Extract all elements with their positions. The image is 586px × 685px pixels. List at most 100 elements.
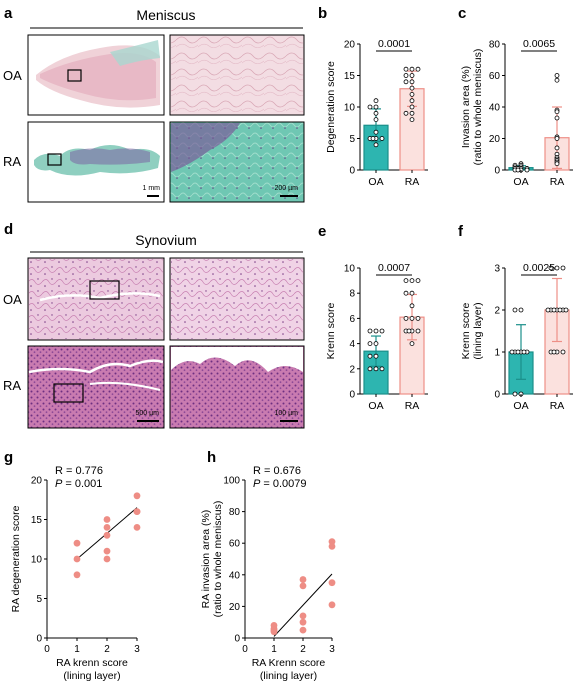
tissue-surface xyxy=(171,347,303,372)
panel-letter: f xyxy=(458,223,464,240)
data-point xyxy=(518,307,524,313)
data-point xyxy=(328,542,336,550)
data-point xyxy=(415,278,421,284)
tissue xyxy=(40,53,156,101)
data-point xyxy=(415,66,421,72)
p-symbol: P xyxy=(253,478,261,490)
x-tick-label: OA xyxy=(368,176,383,188)
chart-e: e 0 2 4 6 8 10 Krenn score OA RA 0.0007 xyxy=(318,223,428,412)
y-tick-label: 20 xyxy=(344,40,356,51)
data-point xyxy=(403,290,409,296)
data-point xyxy=(515,349,521,355)
x-tick-label: OA xyxy=(513,176,528,188)
chart-f: f 0 1 2 3 Krenn score (lining layer) OA RA 0.0025 xyxy=(458,223,573,412)
correlation-r: R = 0.676 xyxy=(253,465,301,477)
data-point xyxy=(551,349,557,355)
row-label: OA xyxy=(3,292,22,307)
data-point xyxy=(373,104,379,110)
y-tick-label: 0 xyxy=(349,390,355,401)
data-point xyxy=(521,349,527,355)
x-axis-label: RA krenn score xyxy=(56,657,128,669)
data-point xyxy=(409,110,415,116)
y-tick-label: 40 xyxy=(489,103,501,114)
data-point xyxy=(379,136,385,141)
data-point xyxy=(409,92,415,97)
x-tick-label: OA xyxy=(513,400,528,412)
chart-c: c 0 20 40 60 80 Invasion area (%) (ratio to who… xyxy=(458,5,573,188)
x-tick-label: 3 xyxy=(134,644,140,655)
y-tick-label: 40 xyxy=(229,570,241,581)
zoom-box xyxy=(47,153,62,166)
data-point xyxy=(409,104,415,110)
data-point xyxy=(367,366,373,372)
y-tick-label: 60 xyxy=(229,539,241,550)
chart-b: b 0 5 10 15 20 Degeneration score OA RA 0.0001 xyxy=(318,5,428,188)
data-point xyxy=(373,110,379,116)
data-point xyxy=(403,278,409,284)
y-axis-label-line2: (ratio to whole meniscus) xyxy=(472,49,484,166)
data-point xyxy=(379,328,385,334)
data-point xyxy=(373,341,379,347)
data-point xyxy=(367,353,373,359)
panel-d: d Synovium OA RA 500 µm 100 µm xyxy=(3,221,305,429)
y-tick-label: 2 xyxy=(494,306,500,317)
data-point xyxy=(373,142,379,148)
data-point xyxy=(133,524,141,531)
data-point xyxy=(373,98,379,104)
data-point xyxy=(515,167,521,173)
y-tick-label: 0 xyxy=(494,390,500,401)
y-tick-label: 0 xyxy=(494,166,500,177)
data-point xyxy=(406,328,412,334)
data-point xyxy=(551,307,557,313)
data-point xyxy=(509,349,515,355)
data-point xyxy=(554,77,560,83)
y-tick-label: 15 xyxy=(344,71,356,82)
y-tick-label: 3 xyxy=(494,264,500,275)
data-point xyxy=(73,571,81,579)
panel-letter: d xyxy=(4,221,13,238)
texture xyxy=(171,259,303,339)
data-point xyxy=(409,73,415,78)
data-point xyxy=(299,576,307,583)
data-point xyxy=(133,492,141,500)
data-point xyxy=(548,265,554,271)
panel-title: Meniscus xyxy=(136,7,195,23)
tissue-gap xyxy=(89,381,161,391)
tissue-gap xyxy=(39,292,161,302)
panel-letter: h xyxy=(207,449,216,466)
data-point xyxy=(403,315,409,321)
y-tick-label: 60 xyxy=(489,71,501,82)
panel-letter: a xyxy=(4,5,13,22)
data-point xyxy=(554,109,560,115)
p-value-label: 0.0065 xyxy=(523,38,555,50)
y-tick-label: 5 xyxy=(349,134,355,145)
panel-title: Synovium xyxy=(135,232,196,248)
data-point xyxy=(299,618,307,626)
p-value-label: 0.0025 xyxy=(523,262,555,274)
data-point xyxy=(554,145,560,151)
y-tick-label: 20 xyxy=(31,476,43,487)
y-tick-label: 80 xyxy=(229,507,241,518)
data-point xyxy=(270,628,278,636)
x-tick-label: RA xyxy=(405,400,420,412)
data-point xyxy=(409,341,415,347)
x-tick-label: 0 xyxy=(44,644,50,655)
data-point xyxy=(373,353,379,359)
x-axis-label-line2: (lining layer) xyxy=(63,670,120,682)
p-value-label: 0.0007 xyxy=(378,262,410,274)
data-point xyxy=(409,85,415,91)
data-point xyxy=(103,524,111,531)
data-point xyxy=(73,555,81,563)
data-point xyxy=(554,161,560,167)
data-point xyxy=(512,307,518,313)
p-symbol: P xyxy=(55,478,63,490)
tissue-infiltrate xyxy=(171,123,240,172)
y-axis-label: Krenn score xyxy=(325,303,337,360)
x-tick-label: 1 xyxy=(74,644,80,655)
data-point xyxy=(560,265,566,271)
x-axis-label: RA Krenn score xyxy=(252,657,326,669)
y-tick-label: 100 xyxy=(223,476,240,487)
y-tick-label: 0 xyxy=(349,166,355,177)
data-point xyxy=(370,136,376,141)
